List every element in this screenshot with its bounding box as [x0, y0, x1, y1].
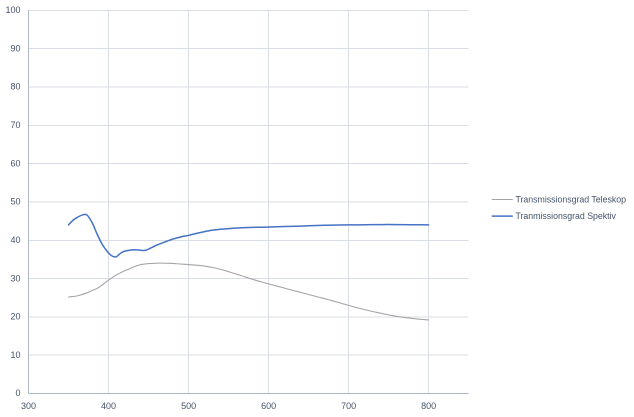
svg-text:Tranmissionsgrad Spektiv: Tranmissionsgrad Spektiv: [516, 211, 617, 221]
svg-text:300: 300: [21, 401, 36, 411]
svg-text:600: 600: [261, 401, 276, 411]
svg-text:400: 400: [101, 401, 116, 411]
svg-text:0: 0: [15, 388, 20, 398]
svg-text:40: 40: [10, 235, 20, 245]
svg-text:20: 20: [10, 312, 20, 322]
svg-text:80: 80: [10, 82, 20, 92]
svg-text:90: 90: [10, 43, 20, 53]
svg-text:800: 800: [421, 401, 436, 411]
svg-text:10: 10: [10, 350, 20, 360]
svg-text:30: 30: [10, 273, 20, 283]
svg-text:60: 60: [10, 158, 20, 168]
svg-text:100: 100: [5, 5, 20, 15]
svg-text:700: 700: [341, 401, 356, 411]
svg-text:70: 70: [10, 120, 20, 130]
svg-text:Transmissionsgrad Teleskop: Transmissionsgrad Teleskop: [516, 195, 627, 205]
svg-text:500: 500: [181, 401, 196, 411]
svg-text:50: 50: [10, 197, 20, 207]
